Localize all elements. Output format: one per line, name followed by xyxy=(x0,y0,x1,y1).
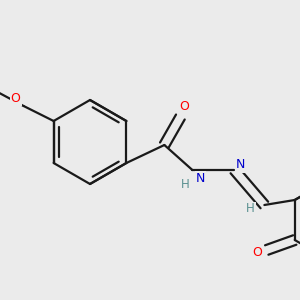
Text: N: N xyxy=(196,172,205,184)
Text: N: N xyxy=(236,158,245,172)
Text: O: O xyxy=(179,100,189,113)
Text: O: O xyxy=(11,92,21,104)
Text: O: O xyxy=(252,245,262,259)
Text: H: H xyxy=(246,202,255,215)
Text: H: H xyxy=(181,178,190,190)
